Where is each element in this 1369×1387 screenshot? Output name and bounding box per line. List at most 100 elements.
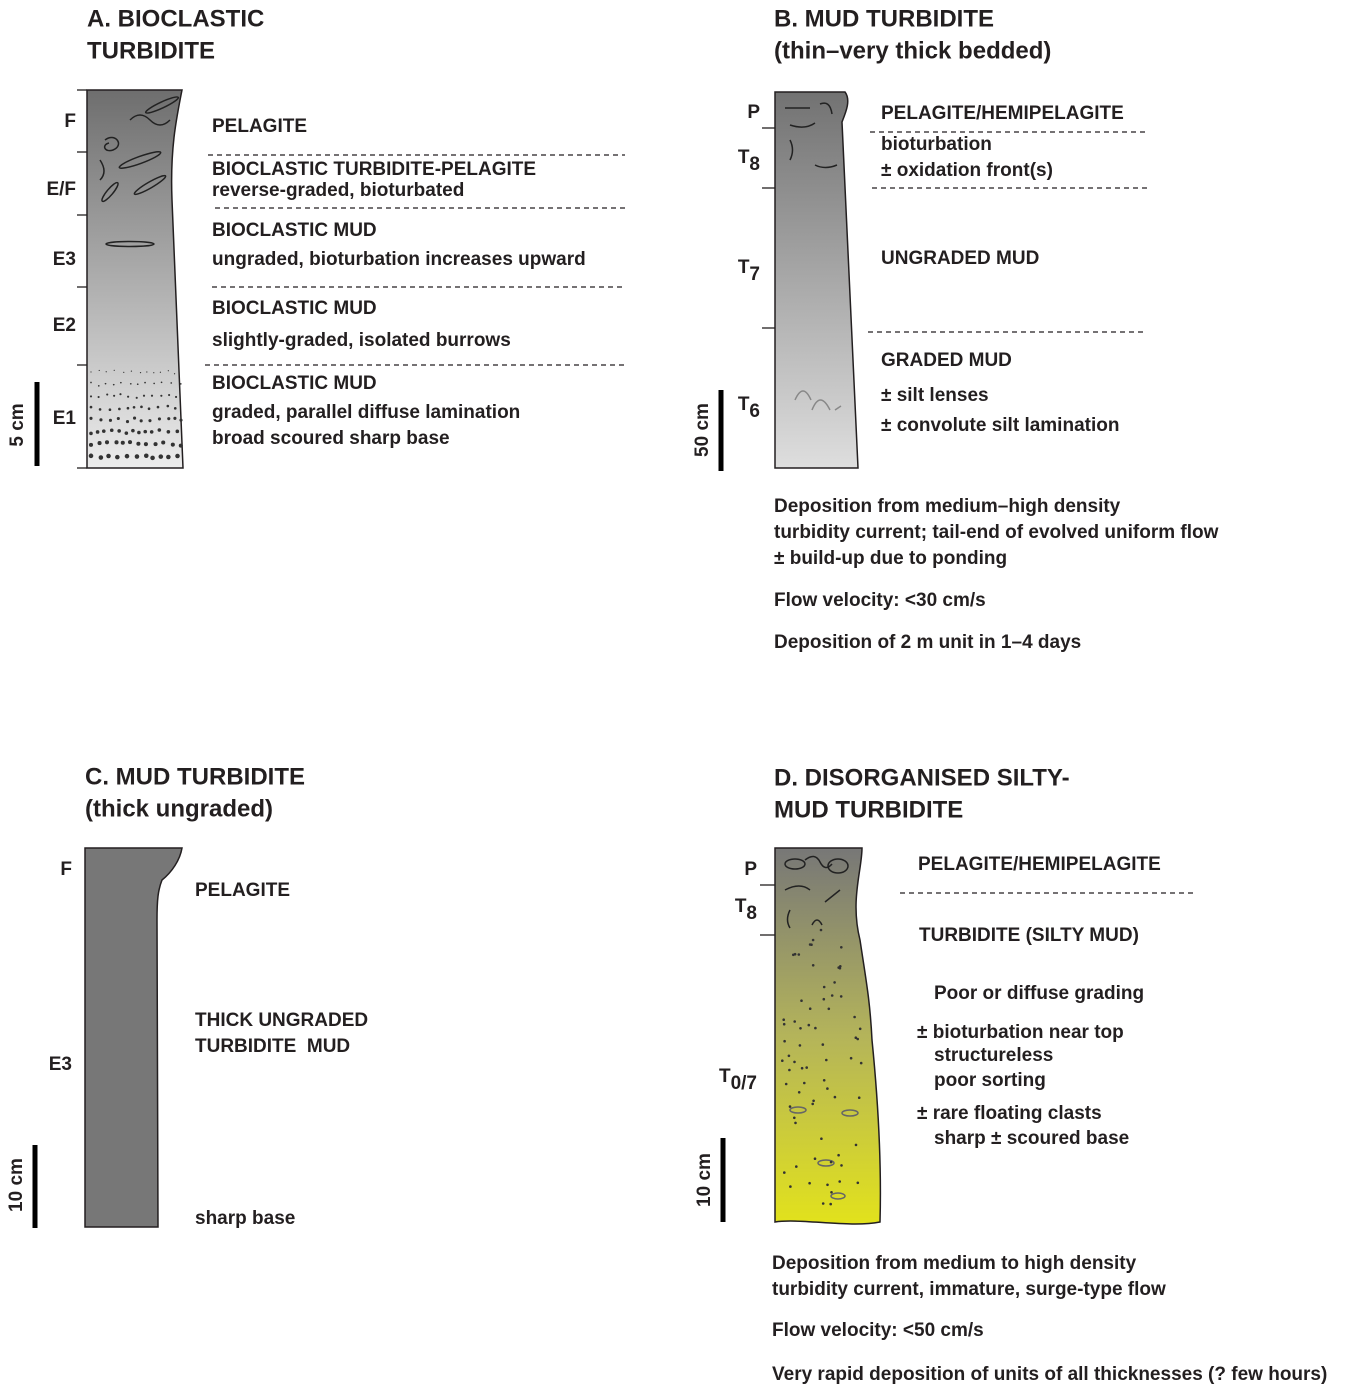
dot bbox=[853, 1016, 856, 1019]
description: ± bioturbation near top bbox=[917, 1022, 1124, 1043]
dot bbox=[166, 405, 169, 408]
dot bbox=[158, 428, 162, 432]
dot bbox=[148, 419, 151, 422]
dot bbox=[788, 1055, 791, 1058]
description: PELAGITE bbox=[195, 880, 290, 901]
dot bbox=[159, 454, 164, 459]
dot bbox=[117, 417, 120, 420]
description: ungraded, bioturbation increases upward bbox=[212, 249, 586, 270]
dot bbox=[781, 1059, 784, 1062]
dot bbox=[143, 395, 145, 397]
dot bbox=[830, 1161, 833, 1164]
dot bbox=[167, 430, 171, 434]
dot bbox=[121, 441, 125, 445]
description: structureless bbox=[934, 1045, 1053, 1066]
description: BIOCLASTIC MUD bbox=[212, 220, 377, 241]
dot bbox=[133, 417, 136, 420]
dot bbox=[858, 1096, 861, 1099]
scale-label: 10 cm bbox=[694, 1153, 715, 1207]
dot bbox=[140, 406, 143, 409]
dot bbox=[113, 395, 115, 397]
dot bbox=[167, 417, 170, 420]
dot bbox=[828, 1008, 831, 1011]
bed-label: T7 bbox=[738, 257, 760, 285]
dot bbox=[157, 406, 160, 409]
note: Deposition from medium to high density bbox=[772, 1253, 1137, 1274]
dot bbox=[106, 393, 108, 395]
bed-letter: T bbox=[738, 257, 750, 278]
dot bbox=[820, 1137, 823, 1140]
dot bbox=[805, 1066, 808, 1069]
bed-label: F bbox=[60, 859, 72, 880]
dot bbox=[793, 1020, 796, 1023]
dot bbox=[857, 1182, 860, 1185]
bed-label: T0/7 bbox=[719, 1066, 757, 1094]
dot bbox=[822, 1043, 825, 1046]
description: PELAGITE bbox=[212, 116, 307, 137]
dot bbox=[126, 420, 129, 423]
dot bbox=[838, 1180, 841, 1183]
dot bbox=[837, 966, 840, 969]
scale-label: 50 cm bbox=[692, 403, 713, 457]
dot bbox=[798, 953, 801, 956]
dot bbox=[110, 428, 114, 432]
description: ± rare floating clasts bbox=[917, 1103, 1102, 1124]
bed-letter: F bbox=[60, 859, 72, 880]
dot bbox=[850, 1057, 853, 1060]
dot bbox=[170, 382, 172, 384]
dot bbox=[127, 396, 129, 398]
description: TURBIDITE (SILTY MUD) bbox=[919, 925, 1139, 946]
description: PELAGITE/HEMIPELAGITE bbox=[881, 103, 1124, 124]
dot bbox=[799, 1044, 802, 1047]
dot bbox=[855, 1036, 858, 1039]
dot bbox=[830, 1191, 833, 1194]
column-d bbox=[775, 848, 880, 1224]
dot bbox=[808, 1024, 811, 1027]
dot bbox=[99, 418, 102, 421]
panel-title: D. DISORGANISED SILTY- bbox=[774, 764, 1070, 791]
dot bbox=[788, 1069, 791, 1072]
dot bbox=[96, 430, 100, 434]
dot bbox=[99, 370, 100, 371]
panel-title: C. MUD TURBIDITE bbox=[85, 763, 305, 790]
dot bbox=[809, 1007, 812, 1010]
dot bbox=[171, 443, 175, 447]
dot bbox=[119, 393, 121, 395]
bed-label: E2 bbox=[53, 315, 76, 336]
note: turbidity current; tail-end of evolved u… bbox=[774, 522, 1219, 543]
dot bbox=[783, 1040, 786, 1043]
figure: A. BIOCLASTICTURBIDITEFE/FE3E2E15 cmPELA… bbox=[0, 0, 1369, 1387]
dot bbox=[99, 408, 102, 411]
column-a bbox=[87, 90, 183, 468]
bed-letter: E1 bbox=[53, 408, 77, 429]
dot bbox=[812, 939, 815, 942]
bed-label: P bbox=[744, 859, 757, 880]
dot bbox=[168, 370, 169, 371]
description: ± convolute silt lamination bbox=[881, 415, 1119, 436]
dot bbox=[137, 431, 141, 435]
dot bbox=[840, 946, 843, 949]
dot bbox=[173, 417, 176, 420]
dot bbox=[153, 372, 154, 373]
note: Deposition from medium–high density bbox=[774, 496, 1121, 517]
dot bbox=[837, 1154, 840, 1157]
dot bbox=[175, 396, 177, 398]
scale-label: 10 cm bbox=[6, 1158, 27, 1212]
dot bbox=[795, 1165, 798, 1168]
dot bbox=[109, 408, 112, 411]
dot bbox=[154, 442, 158, 446]
dot bbox=[131, 371, 132, 372]
dot bbox=[792, 954, 795, 957]
dot bbox=[98, 441, 102, 445]
bed-letter: E/F bbox=[46, 179, 76, 200]
panel-title: (thin–very thick bedded) bbox=[774, 37, 1051, 64]
description: BIOCLASTIC MUD bbox=[212, 373, 377, 394]
note: turbidity current, immature, surge-type … bbox=[772, 1279, 1166, 1300]
panel-title: MUD TURBIDITE bbox=[774, 796, 963, 823]
bed-letter: P bbox=[747, 102, 760, 123]
dot bbox=[812, 1100, 815, 1103]
dot bbox=[812, 964, 815, 967]
bed-letter: E2 bbox=[53, 315, 76, 336]
bed-label: F bbox=[64, 111, 76, 132]
dot bbox=[783, 1023, 786, 1026]
